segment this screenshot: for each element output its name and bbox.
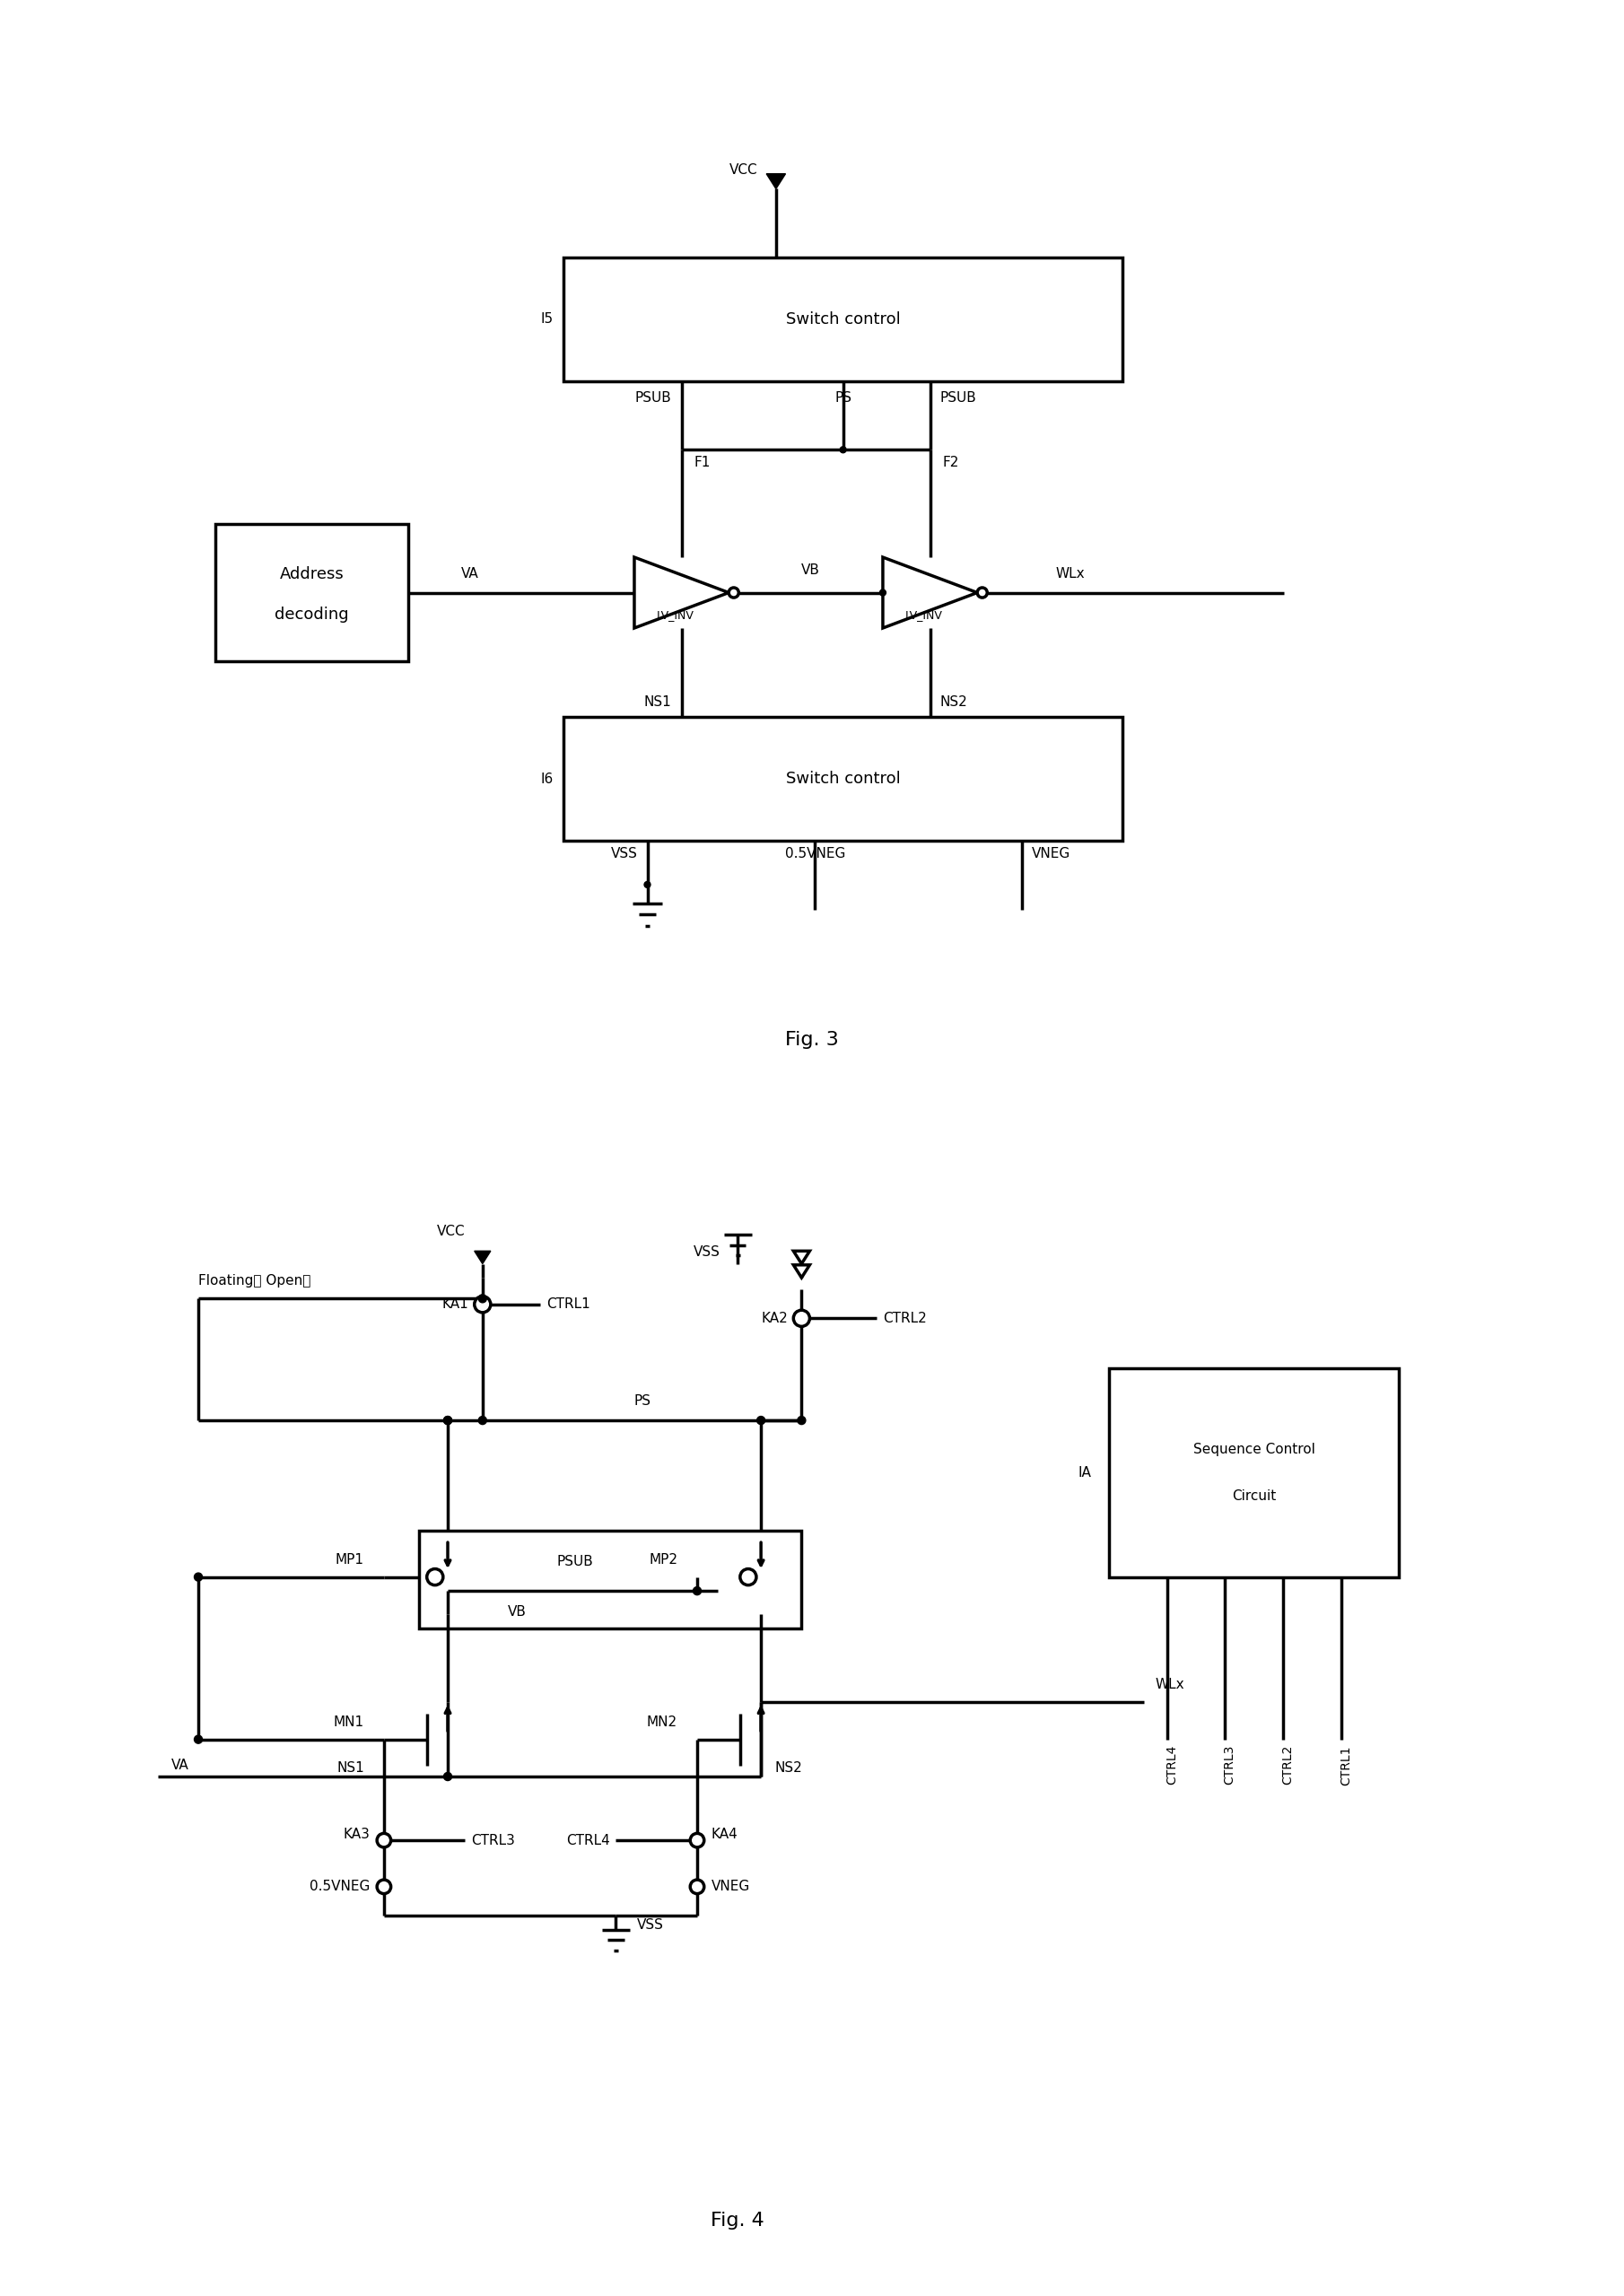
Text: CTRL3: CTRL3: [471, 1835, 515, 1846]
Text: CTRL1: CTRL1: [546, 1297, 590, 1311]
Circle shape: [195, 1573, 203, 1582]
Text: VSS: VSS: [611, 847, 638, 861]
Text: VCC: VCC: [437, 1224, 464, 1238]
Text: Floating！ Open！: Floating！ Open！: [198, 1274, 310, 1288]
Polygon shape: [635, 558, 729, 629]
Text: Switch control: Switch control: [786, 771, 900, 788]
Text: 0.5VNEG: 0.5VNEG: [310, 1880, 370, 1894]
Circle shape: [978, 588, 987, 597]
Text: KA4: KA4: [711, 1828, 737, 1841]
Text: VCC: VCC: [729, 163, 757, 177]
Text: NS2: NS2: [940, 696, 968, 709]
Polygon shape: [474, 1251, 490, 1263]
Text: Switch control: Switch control: [786, 312, 900, 328]
Circle shape: [741, 1568, 757, 1584]
Text: Fig. 3: Fig. 3: [784, 1031, 840, 1049]
Circle shape: [690, 1880, 705, 1894]
Circle shape: [479, 1295, 487, 1302]
Circle shape: [757, 1417, 765, 1424]
Circle shape: [443, 1417, 451, 1424]
Text: CTRL1: CTRL1: [1340, 1745, 1351, 1784]
Circle shape: [474, 1297, 490, 1313]
Circle shape: [645, 882, 651, 889]
Text: IA: IA: [1078, 1465, 1091, 1479]
Text: CTRL2: CTRL2: [883, 1311, 927, 1325]
Text: NS2: NS2: [775, 1761, 802, 1775]
Text: F2: F2: [942, 457, 958, 468]
Bar: [564, 257, 1122, 381]
Text: 0.5VNEG: 0.5VNEG: [784, 847, 846, 861]
Circle shape: [195, 1736, 203, 1743]
Polygon shape: [794, 1265, 810, 1277]
Text: VNEG: VNEG: [711, 1880, 750, 1894]
Text: MP2: MP2: [648, 1552, 677, 1566]
Text: NS1: NS1: [645, 696, 672, 709]
Polygon shape: [883, 558, 978, 629]
Text: VB: VB: [508, 1605, 526, 1619]
Circle shape: [443, 1773, 451, 1782]
Circle shape: [693, 1587, 702, 1596]
Text: I6: I6: [541, 771, 554, 785]
Text: NS1: NS1: [336, 1761, 364, 1775]
Circle shape: [377, 1880, 391, 1894]
Text: I5: I5: [541, 312, 554, 326]
Text: KA1: KA1: [442, 1297, 469, 1311]
Text: CTRL4: CTRL4: [567, 1835, 611, 1846]
Text: PSUB: PSUB: [635, 390, 672, 404]
Text: VSS: VSS: [693, 1244, 721, 1258]
Circle shape: [797, 1417, 806, 1424]
Polygon shape: [794, 1251, 810, 1263]
Bar: [564, 716, 1122, 840]
Circle shape: [427, 1568, 443, 1584]
Circle shape: [443, 1417, 451, 1424]
Circle shape: [479, 1417, 487, 1424]
Bar: [1109, 1368, 1398, 1577]
Text: VSS: VSS: [637, 1917, 664, 1931]
Text: Fig. 4: Fig. 4: [711, 2211, 765, 2229]
Text: MN2: MN2: [646, 1715, 677, 1729]
Text: CTRL4: CTRL4: [1166, 1745, 1177, 1784]
Text: WLx: WLx: [1056, 567, 1085, 581]
Text: CTRL2: CTRL2: [1281, 1745, 1294, 1784]
Text: VA: VA: [461, 567, 479, 581]
Circle shape: [377, 1835, 391, 1848]
Text: MP1: MP1: [336, 1552, 364, 1566]
Text: Address: Address: [279, 565, 344, 583]
Text: F1: F1: [693, 457, 710, 468]
Text: PS: PS: [633, 1394, 651, 1407]
Text: Circuit: Circuit: [1233, 1490, 1276, 1502]
Polygon shape: [767, 174, 786, 188]
Text: VA: VA: [171, 1759, 188, 1773]
Circle shape: [794, 1311, 810, 1327]
Text: decoding: decoding: [274, 606, 349, 622]
Circle shape: [880, 590, 887, 595]
Text: LV_INV: LV_INV: [656, 608, 693, 620]
Text: PSUB: PSUB: [557, 1554, 594, 1568]
Text: MN1: MN1: [333, 1715, 364, 1729]
Bar: [419, 1531, 802, 1628]
Text: KA3: KA3: [343, 1828, 370, 1841]
Text: PSUB: PSUB: [940, 390, 976, 404]
Circle shape: [840, 448, 846, 452]
Text: WLx: WLx: [1155, 1678, 1184, 1692]
Circle shape: [729, 588, 739, 597]
Bar: [216, 523, 408, 661]
Text: LV_INV: LV_INV: [905, 608, 942, 620]
Text: Sequence Control: Sequence Control: [1194, 1442, 1315, 1456]
Text: VB: VB: [801, 563, 820, 576]
Text: PS: PS: [835, 390, 851, 404]
Circle shape: [690, 1835, 705, 1848]
Text: CTRL3: CTRL3: [1223, 1745, 1236, 1784]
Text: KA2: KA2: [762, 1311, 788, 1325]
Text: VNEG: VNEG: [1031, 847, 1070, 861]
